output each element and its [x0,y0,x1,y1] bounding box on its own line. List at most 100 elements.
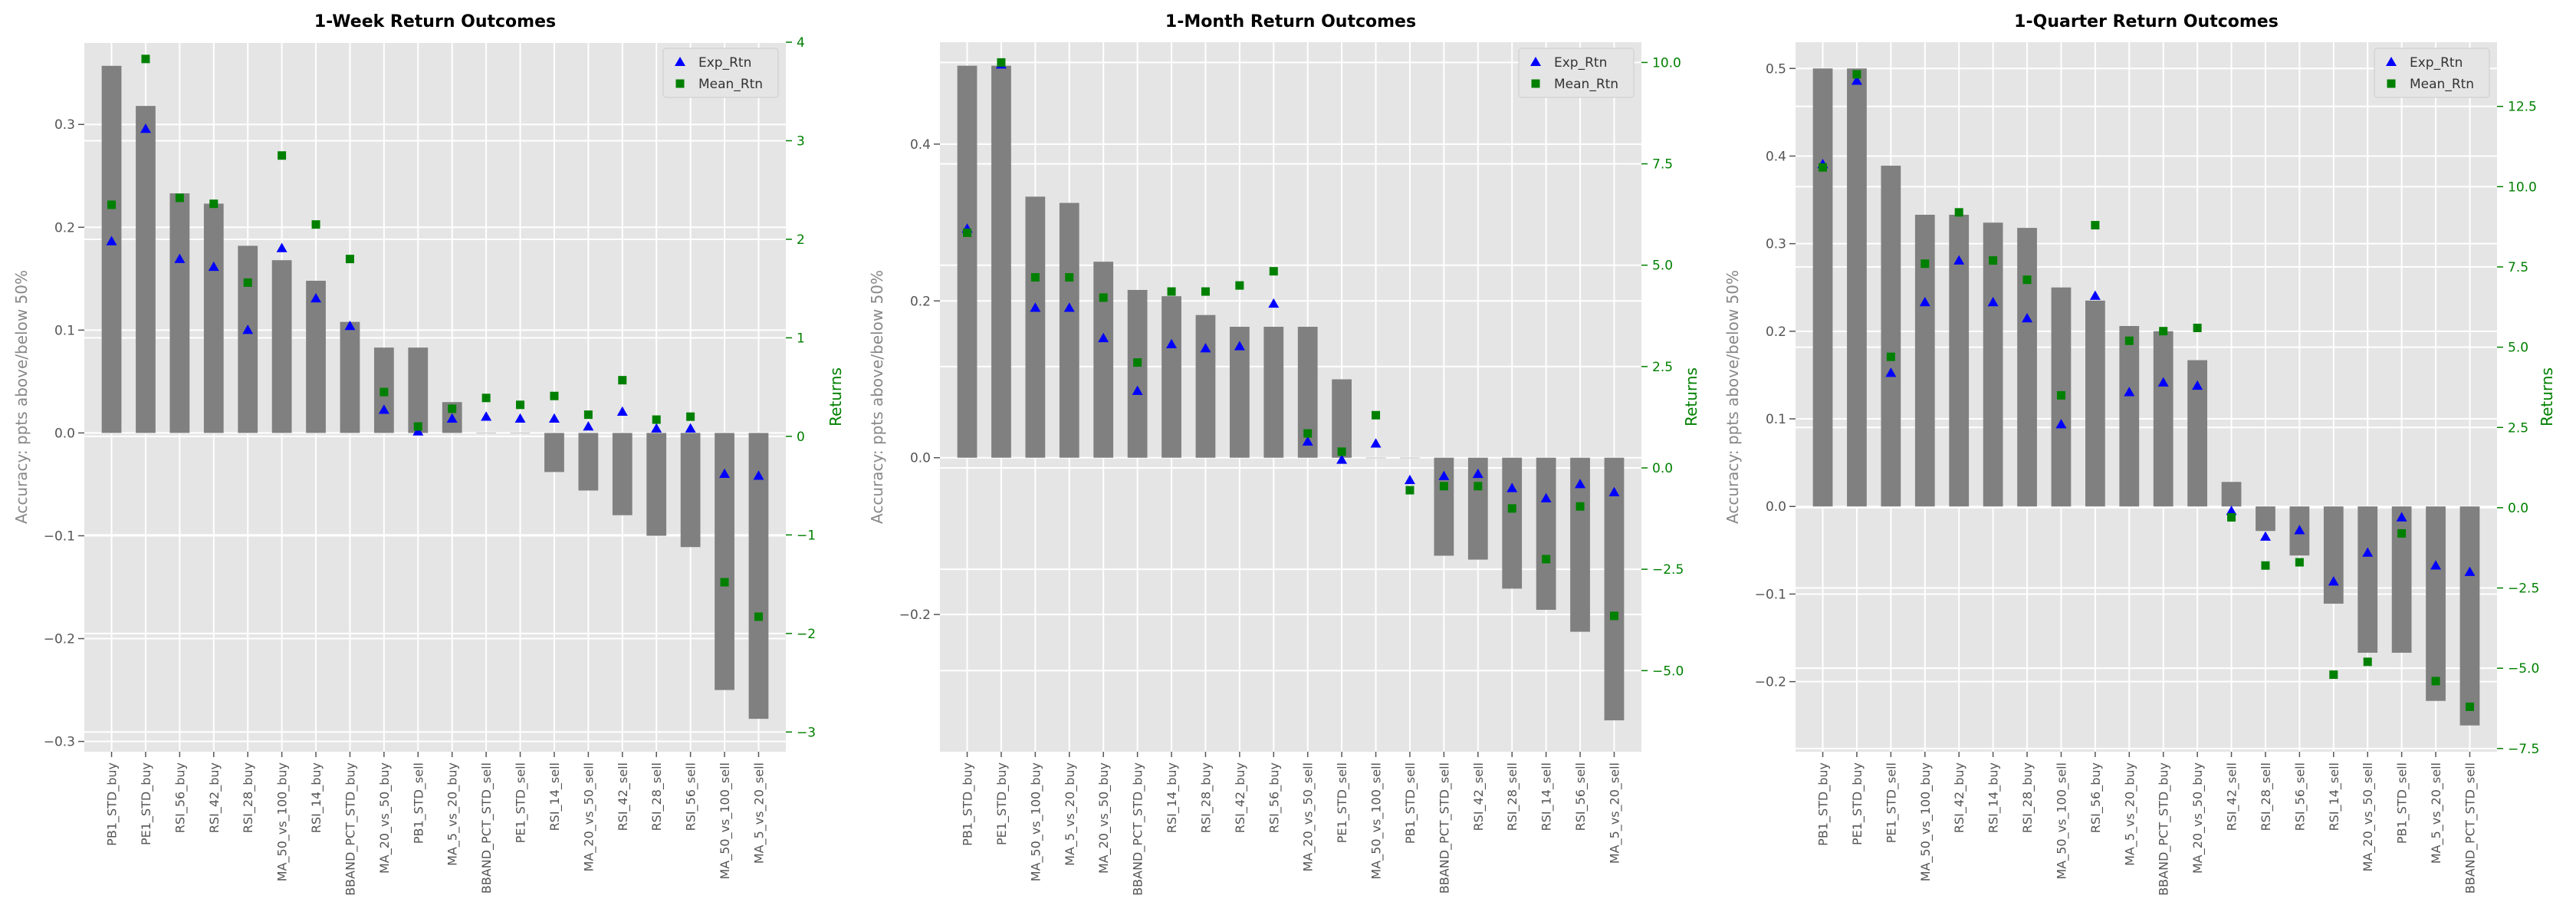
point-exp_rtn [1472,468,1484,479]
point-mean_rtn [652,415,661,424]
point-mean_rtn [2227,512,2236,522]
x-tick-label: MA_50_vs_100_sell [1369,762,1385,880]
point-mean_rtn [963,228,972,237]
point-mean_rtn [997,58,1006,67]
y2-tick-label: 0.0 [1652,461,1673,476]
point-exp_rtn [2022,312,2033,323]
point-mean_rtn [583,410,593,420]
point-exp_rtn [2259,531,2271,541]
y-tick-label: −0.1 [1755,587,1786,602]
x-tick-label: PB1_STD_sell [2395,762,2410,844]
y2-tick-label: 2 [797,232,805,248]
point-mean_rtn [1235,281,1244,290]
point-mean_rtn [1609,611,1618,621]
point-exp_rtn [1540,492,1552,502]
bar [1332,379,1352,458]
x-tick-label: MA_50_vs_100_sell [718,762,733,880]
point-mean_rtn [2329,670,2338,680]
point-exp_rtn [1063,302,1075,312]
bar [238,245,258,433]
legend-box [2374,48,2490,98]
bar [1093,262,1114,458]
chart-title: 1-Week Return Outcomes [314,12,556,31]
x-tick-label: MA_20_vs_50_sell [581,762,596,871]
y2-tick-label: 2.5 [1652,360,1673,375]
legend-label: Exp_Rtn [2410,55,2463,71]
bar [101,65,122,433]
x-tick-label: PE1_STD_sell [1335,762,1350,843]
y-tick-label: 0.0 [54,426,75,441]
x-tick-label: PB1_STD_sell [411,762,426,844]
point-exp_rtn [1132,385,1143,395]
point-mean_rtn [1372,410,1381,420]
x-tick-label: MA_50_vs_100_buy [1028,762,1043,881]
x-tick-label: MA_5_vs_20_buy [1063,762,1078,866]
bar [1195,314,1216,458]
bar [1025,196,1046,458]
point-mean_rtn [1819,163,1828,172]
point-exp_rtn [1987,297,1999,307]
point-mean_rtn [413,422,422,431]
x-tick-label: BBAND_PCT_STD_sell [479,762,495,894]
point-exp_rtn [685,423,696,433]
point-mean_rtn [1852,70,1861,79]
bar [1127,289,1148,458]
x-tick-label: RSI_42_sell [616,762,631,831]
x-tick-label: RSI_42_buy [1952,762,1967,833]
bar [1059,203,1079,458]
bar [1847,68,1867,507]
x-tick-label: MA_5_vs_20_sell [2429,762,2444,864]
x-tick-label: BBAND_PCT_STD_sell [2463,762,2478,894]
point-exp_rtn [344,321,356,331]
point-exp_rtn [1370,438,1382,448]
point-exp_rtn [548,413,560,423]
x-tick-label: PE1_STD_sell [514,762,529,843]
y-tick-label: −0.3 [44,735,75,750]
point-mean_rtn [516,400,525,410]
bar [1812,68,1833,507]
x-tick-label: RSI_14_buy [1165,762,1180,833]
bar [2391,506,2412,653]
chart-panel-2: 1-Month Return Outcomes −0.2 0.0 0.2 0.4 −5.0… [868,12,1700,896]
point-exp_rtn [242,324,254,334]
x-tick-label: MA_50_vs_100_sell [2054,762,2069,880]
chart-panel-1: 1-Week Return Outcomes −0.3 −0.2 −0.1 0.0 0.1… [12,12,845,896]
y2-tick-label: −2 [797,627,816,642]
bar [2119,326,2140,507]
bar [957,65,978,458]
legend-marker-mean_rtn [1531,79,1540,88]
y2-tick-label: −2.5 [2508,581,2539,597]
bar [1365,457,1386,459]
point-exp_rtn [2226,505,2237,515]
y2-tick-label: 12.5 [2508,100,2537,115]
bar [2153,331,2174,507]
legend-label: Mean_Rtn [2410,77,2474,92]
point-exp_rtn [1506,482,1518,492]
x-tick-label: MA_20_vs_50_buy [1096,762,1112,874]
x-tick-label: MA_20_vs_50_sell [2361,762,2376,871]
point-mean_rtn [1269,267,1278,276]
y-tick-label: −0.2 [44,632,75,647]
point-exp_rtn [276,242,288,252]
y2-tick-label: 4 [797,35,805,51]
point-exp_rtn [1098,332,1109,343]
x-tick-label: RSI_42_sell [1471,762,1487,831]
legend-label: Mean_Rtn [698,77,763,92]
y2-tick-label: 3 [797,133,805,149]
bar [2323,506,2344,604]
bar [408,347,429,433]
point-mean_rtn [1886,352,1895,361]
bar [1502,457,1523,589]
point-mean_rtn [1989,256,1998,265]
point-mean_rtn [618,376,627,385]
x-tick-label: RSI_28_buy [2020,762,2036,833]
point-exp_rtn [2089,290,2101,300]
point-mean_rtn [2193,324,2202,333]
bar [612,433,632,515]
point-exp_rtn [310,293,322,303]
bar [2426,506,2446,701]
y2-axis-label: Returns [1682,367,1700,426]
point-mean_rtn [1576,502,1585,511]
x-tick-label: RSI_14_sell [1539,762,1555,831]
x-tick-label: RSI_14_buy [1986,762,2002,833]
